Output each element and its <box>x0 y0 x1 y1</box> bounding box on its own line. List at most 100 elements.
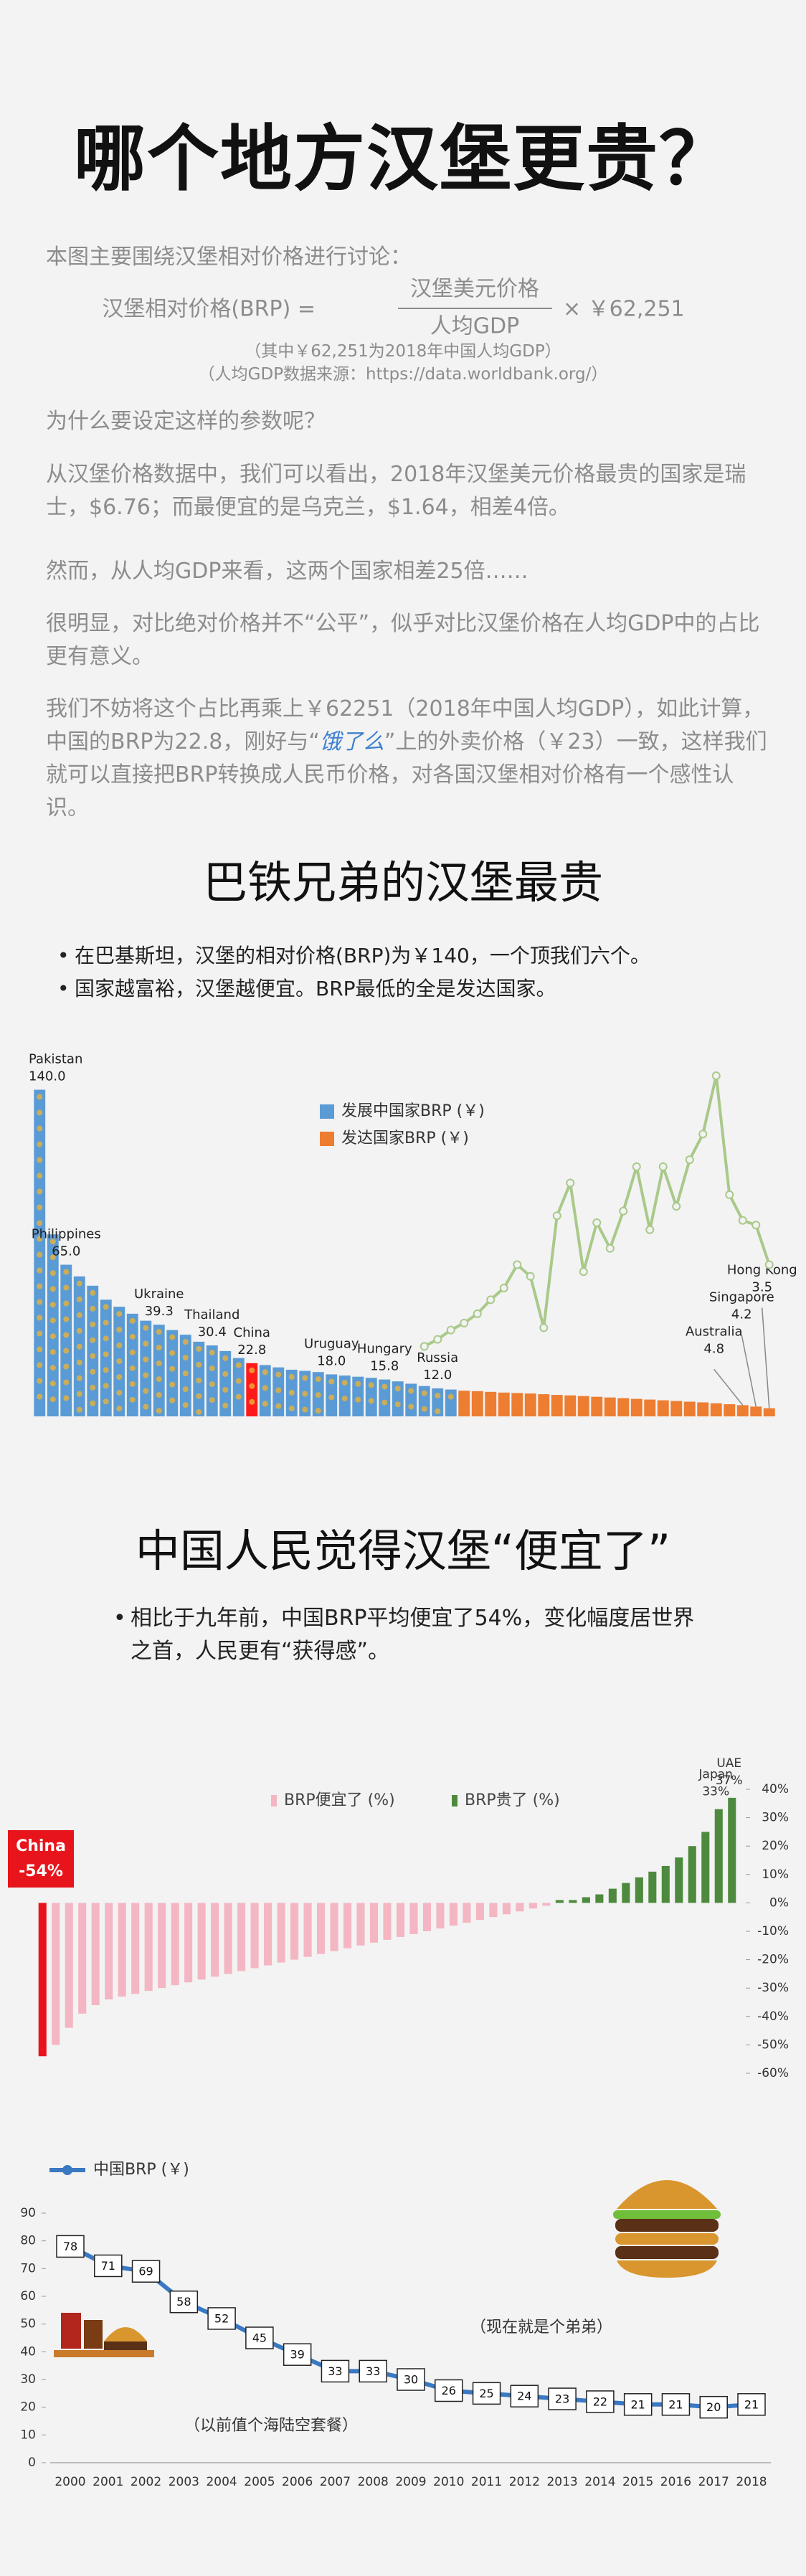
bar <box>591 1396 603 1416</box>
trend-point <box>526 1272 535 1281</box>
point-box <box>435 2379 463 2402</box>
formula-lhs: 汉堡相对价格(BRP) = <box>102 297 316 322</box>
burger-dot <box>90 1353 96 1359</box>
burger-dot <box>49 1333 56 1340</box>
patty <box>615 2246 719 2259</box>
burger-dot <box>196 1377 202 1383</box>
y-tick-label: 0 <box>28 2456 36 2470</box>
x-tick-label: 2008 <box>358 2475 389 2489</box>
bar <box>144 1903 153 1992</box>
burger-dot <box>315 1392 321 1398</box>
trend-point <box>499 1284 508 1293</box>
x-tick-label: 2007 <box>320 2475 351 2489</box>
formula-fraction: 汉堡相对价格(BRP) = 汉堡美元价格 人均GDP × ￥62,251 <box>102 277 684 339</box>
burger-dot <box>381 1399 388 1406</box>
burger-dot <box>249 1398 255 1405</box>
burger-dot <box>103 1398 109 1405</box>
burger-dot <box>63 1284 70 1291</box>
burger-dot <box>90 1321 96 1327</box>
y-tick-label: -30% <box>757 1981 789 1995</box>
burger-dot <box>37 1378 43 1384</box>
burger-dot <box>76 1359 82 1365</box>
value-label: 65.0 <box>52 1244 80 1259</box>
y-tick-label: 10 <box>20 2428 36 2442</box>
burger-dot <box>182 1355 189 1361</box>
trend-point <box>619 1206 628 1216</box>
burger-dot <box>275 1403 282 1409</box>
x-tick-label: 2015 <box>622 2475 653 2489</box>
trend-point <box>539 1323 549 1332</box>
bar <box>91 1903 100 2005</box>
bar <box>65 1903 73 2028</box>
burger-dot <box>355 1381 361 1387</box>
y-tick-label: 10% <box>762 1867 789 1882</box>
value-label: 33 <box>328 2364 342 2378</box>
bar <box>728 1797 736 1903</box>
burger-dot <box>196 1408 202 1415</box>
burger-dot <box>169 1350 176 1356</box>
intro-note: （其中￥62,251为2018年中国人均GDP） <box>245 342 561 361</box>
value-label: 24 <box>517 2390 531 2403</box>
bar <box>356 1903 365 1946</box>
bar <box>608 1888 617 1903</box>
trend-point <box>460 1318 469 1327</box>
value-label: -54% <box>19 1862 63 1880</box>
burger-dot <box>103 1304 109 1310</box>
burger-dot <box>394 1386 401 1392</box>
trend-point <box>592 1218 602 1227</box>
point-box <box>510 2385 539 2407</box>
bar <box>502 1903 511 1915</box>
burger-dot <box>63 1395 70 1401</box>
legend-swatch <box>320 1132 334 1146</box>
burger-dot <box>196 1345 202 1352</box>
intro-paragraph: 然而，从人均GDP来看，这两个国家相差25倍…… <box>46 559 528 584</box>
category-label: Russia <box>417 1350 458 1365</box>
value-label: 21 <box>668 2397 683 2411</box>
legend-swatch <box>320 1104 334 1119</box>
y-tick-label: 80 <box>20 2234 36 2248</box>
value-label: 20 <box>706 2400 721 2414</box>
x-tick-label: 2005 <box>244 2475 275 2489</box>
bar <box>644 1399 656 1416</box>
drink <box>84 2320 103 2349</box>
value-label: 18.0 <box>317 1353 346 1368</box>
meal-icon <box>54 2313 154 2357</box>
bar <box>87 1285 99 1416</box>
burger-dot <box>76 1406 82 1413</box>
point-box <box>207 2307 236 2330</box>
burger-dot <box>235 1362 242 1368</box>
burger-dot <box>222 1386 229 1393</box>
burger-dot <box>37 1157 43 1163</box>
value-label: 22.8 <box>237 1343 266 1358</box>
value-label: 12.0 <box>423 1368 452 1383</box>
bar <box>105 1903 113 2000</box>
burger-dot <box>156 1376 162 1383</box>
burger-icon <box>613 2180 721 2278</box>
bar <box>184 1903 193 1983</box>
bar <box>38 1903 47 2057</box>
leader-line <box>762 1307 770 1408</box>
trend-point <box>725 1190 734 1199</box>
burger-dot <box>103 1320 109 1326</box>
burger-dot <box>196 1361 202 1368</box>
legend-label: 发展中国家BRP (￥) <box>341 1102 485 1120</box>
burger-dot <box>328 1378 335 1385</box>
burger-dot <box>37 1173 43 1179</box>
formula-rhs: × ￥62,251 <box>563 297 685 322</box>
bar <box>516 1903 524 1912</box>
bar <box>237 1903 246 1971</box>
x-tick-label: 2011 <box>471 2475 502 2489</box>
section-heading: 中国人民觉得汉堡“便宜了” <box>135 1525 671 1577</box>
y-tick-label: 20% <box>762 1839 789 1853</box>
burger-dot <box>249 1383 255 1389</box>
bar <box>100 1299 112 1416</box>
bar <box>595 1894 604 1903</box>
value-label: 71 <box>101 2259 115 2273</box>
burger-dot <box>90 1400 96 1406</box>
burger-dot <box>37 1094 43 1100</box>
burger-dot <box>49 1365 56 1371</box>
legend-swatch <box>271 1795 277 1806</box>
burger-dot <box>63 1348 70 1354</box>
value-label: 140.0 <box>29 1069 66 1084</box>
